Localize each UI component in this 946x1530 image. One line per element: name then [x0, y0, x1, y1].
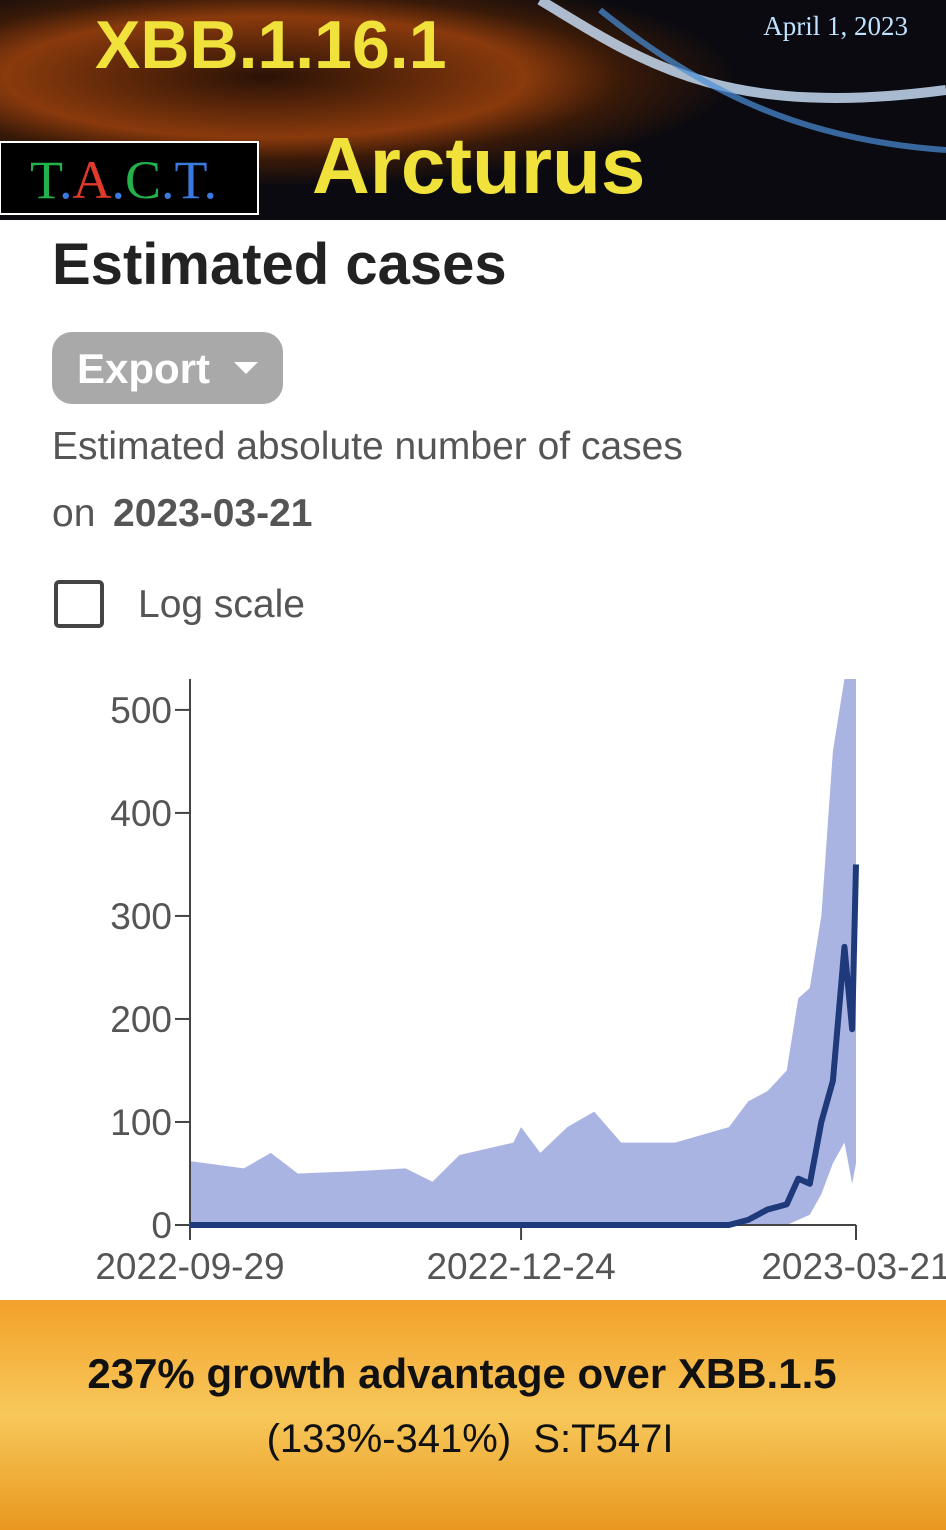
- x-tick-label: 2023-03-21: [761, 1246, 946, 1287]
- log-scale-checkbox[interactable]: [54, 580, 104, 628]
- export-button[interactable]: [52, 332, 283, 404]
- x-tick-label: 2022-09-29: [95, 1246, 284, 1287]
- footer-headline: 237% growth advantage over XBB.1.5: [87, 1350, 836, 1397]
- light-curve: [598, 7, 946, 153]
- logo-letter: A: [72, 150, 111, 210]
- logo-letter: .: [204, 150, 218, 210]
- y-tick-label: 400: [110, 793, 172, 834]
- logo-letter: C: [125, 150, 161, 210]
- y-tick-label: 0: [151, 1205, 172, 1246]
- logo: T.A.C.T.: [30, 150, 217, 210]
- y-tick-label: 300: [110, 896, 172, 937]
- y-tick-label: 100: [110, 1102, 172, 1143]
- header-title: XBB.1.16.1: [95, 7, 447, 83]
- export-label[interactable]: Export: [77, 345, 210, 392]
- confidence-band: [190, 679, 856, 1225]
- checkbox-label[interactable]: Log scale: [138, 583, 305, 626]
- chart: 0 100 200 300 400 500 2022-09-29 2022-12-24 2023…: [95, 679, 946, 1287]
- footer-detail: (133%-341%) S:T547I: [267, 1417, 674, 1461]
- y-tick-label: 200: [110, 999, 172, 1040]
- panel-title: Estimated cases: [52, 232, 507, 297]
- header-subtitle: Arcturus: [312, 121, 645, 210]
- logo-letter: .: [161, 150, 175, 210]
- logo-letter: T: [175, 150, 208, 210]
- description-prefix: on: [52, 492, 95, 535]
- description: Estimated absolute number of cases: [52, 425, 683, 468]
- y-tick-label: 500: [110, 690, 172, 731]
- logo-box: [0, 141, 259, 215]
- header-date: April 1, 2023: [763, 11, 908, 41]
- logo-letter: .: [111, 150, 125, 210]
- footer-bg: [0, 1300, 946, 1530]
- logo-letter: .: [59, 150, 73, 210]
- description-date: 2023-03-21: [113, 492, 313, 535]
- card: [6, 220, 940, 1290]
- dropdown-arrow[interactable]: [234, 362, 258, 374]
- logo-letter: T: [30, 150, 63, 210]
- series-line: [190, 864, 859, 1228]
- x-tick-label: 2022-12-24: [426, 1246, 615, 1287]
